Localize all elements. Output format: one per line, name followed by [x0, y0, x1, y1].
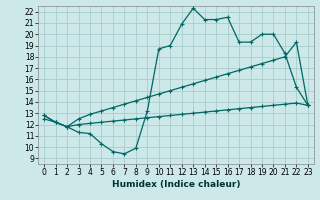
X-axis label: Humidex (Indice chaleur): Humidex (Indice chaleur): [112, 180, 240, 189]
